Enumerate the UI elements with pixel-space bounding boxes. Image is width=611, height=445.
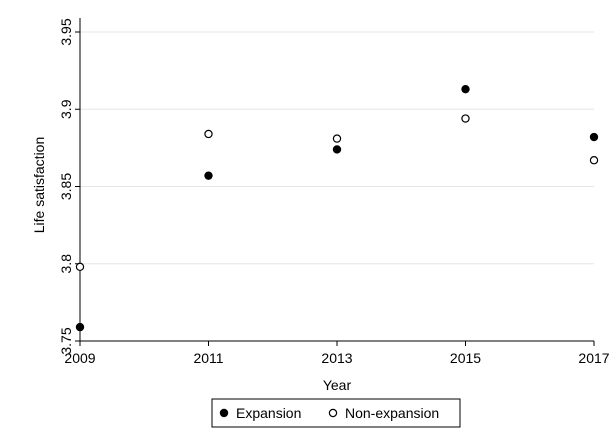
x-tick-label: 2009: [64, 350, 95, 366]
legend-nonexpansion-marker: [328, 408, 338, 418]
x-tick-label: 2015: [450, 350, 481, 366]
y-tick-label: 3.8: [58, 254, 74, 274]
nonexpansion-point: [204, 129, 213, 139]
expansion-point: [332, 145, 342, 154]
y-tick-label: 3.95: [58, 18, 74, 45]
legend-nonexpansion-label: Non-expansion: [345, 405, 439, 421]
y-tick-label: 3.9: [58, 99, 74, 119]
gridlines: [80, 31, 594, 265]
x-axis: 2009 2011 2013 2015 2017: [64, 340, 610, 366]
y-tick-label: 3.75: [58, 327, 74, 354]
nonexpansion-point: [461, 114, 470, 123]
nonexpansion-point: [75, 262, 85, 272]
x-tick-label: 2017: [578, 350, 609, 366]
x-tick-label: 2011: [193, 350, 223, 366]
legend-box: [211, 398, 461, 428]
legend: Expansion Non-expansion: [211, 398, 461, 428]
legend-expansion-label: Expansion: [236, 405, 301, 421]
expansion-point: [461, 84, 470, 94]
x-tick-label: 2013: [321, 350, 352, 366]
expansion-point: [204, 171, 213, 180]
expansion-point: [75, 322, 85, 332]
legend-expansion-marker: [219, 408, 229, 418]
y-axis-title: Life satisfaction: [31, 137, 47, 234]
data-points: [75, 84, 599, 332]
y-axis: 3.75 3.8 3.85 3.9 3.95: [58, 18, 81, 355]
y-tick-label: 3.85: [58, 173, 74, 200]
nonexpansion-point: [332, 134, 342, 143]
x-axis-title: Year: [323, 377, 352, 393]
expansion-point: [589, 132, 599, 142]
nonexpansion-point: [589, 156, 599, 165]
